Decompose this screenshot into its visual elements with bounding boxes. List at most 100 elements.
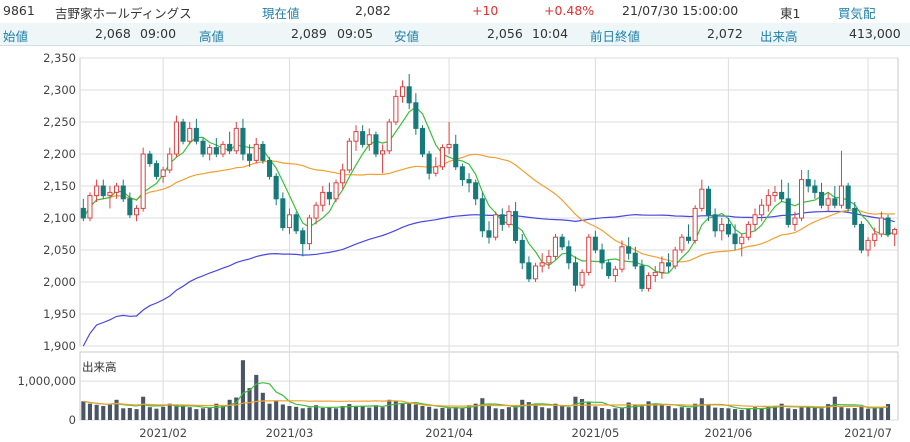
candle-down — [526, 262, 532, 280]
candle-up — [825, 198, 831, 206]
volume-bar — [267, 403, 272, 420]
price-change-percent: +0.48% — [544, 3, 595, 18]
candle-down — [453, 143, 459, 168]
volume-ma-short — [83, 382, 889, 410]
prev-close-label: 前日終値 — [590, 29, 641, 44]
volume-bar — [473, 403, 478, 420]
candle-down — [513, 211, 519, 241]
volume-bar — [506, 407, 511, 420]
candle-up — [107, 191, 113, 197]
low-label: 安値 — [394, 29, 420, 44]
volume-bar — [327, 407, 332, 420]
candle-up — [546, 255, 552, 264]
price-tick-label: 2,000 — [43, 275, 76, 289]
price-tick-label: 2,200 — [43, 147, 76, 161]
candle-down — [213, 147, 219, 155]
volume-bar — [314, 405, 319, 420]
volume-bar — [852, 408, 857, 420]
candle-down — [373, 134, 379, 155]
volume-bar — [653, 403, 658, 420]
price-tick-label: 2,350 — [43, 51, 76, 65]
candles — [80, 74, 898, 292]
volume-bar — [766, 406, 771, 420]
quote-datetime: 21/07/30 15:00:00 — [622, 3, 739, 18]
volume-bar — [81, 401, 86, 420]
candle-down — [712, 214, 718, 232]
ma-mid-line — [82, 153, 895, 263]
volume-bar — [693, 403, 698, 420]
volume-bar — [500, 409, 505, 420]
candle-down — [326, 191, 332, 200]
volume-bar — [493, 408, 498, 420]
candle-up — [187, 127, 193, 142]
open-time: 09:00 — [140, 26, 177, 41]
candle-up — [612, 268, 618, 277]
candle-down — [626, 246, 632, 254]
volume-tick-label: 1,000,000 — [17, 374, 76, 388]
volume-bar — [447, 408, 452, 420]
candle-down — [852, 207, 858, 225]
volume-bar — [573, 396, 578, 420]
volume-bar — [101, 406, 106, 420]
volume-bar — [214, 403, 219, 420]
volume-bar — [726, 408, 731, 420]
volume-ma-mid — [83, 400, 889, 408]
current-price-label: 現在値 — [262, 6, 300, 21]
candle-down — [566, 246, 572, 264]
candle-up — [386, 121, 392, 152]
volume-bar — [154, 408, 159, 420]
volume-bar — [87, 403, 92, 420]
candle-down — [725, 223, 732, 235]
candle-down — [486, 230, 492, 238]
volume-bar — [94, 404, 99, 420]
volume-bar — [593, 406, 598, 420]
volume-bar — [234, 397, 239, 420]
candle-up — [759, 204, 765, 216]
price-tick-label: 2,300 — [43, 83, 76, 97]
volume-bar — [300, 408, 305, 420]
candle-down — [406, 86, 412, 104]
volume-bar — [194, 409, 199, 420]
candle-up — [745, 223, 751, 238]
volume-bar — [427, 406, 432, 420]
volume-tick-label: 0 — [69, 413, 76, 427]
volume-bar — [799, 407, 804, 420]
volume-bar — [520, 399, 525, 420]
volume-bar — [540, 407, 545, 420]
volume-bar — [161, 406, 166, 420]
volume-bar — [187, 407, 192, 420]
candle-up — [619, 246, 625, 270]
candle-up — [167, 153, 173, 171]
candle-up — [552, 236, 559, 257]
quote-header-row: 9861 吉野家ホールディングス 現在値 2,082 +10 +0.48% 21… — [0, 0, 910, 22]
volume-bar — [613, 408, 618, 420]
date-tick-label: 2021/07 — [844, 426, 892, 440]
price-tick-label: 2,100 — [43, 211, 76, 225]
volume-bar — [420, 406, 425, 420]
volume-bar — [792, 409, 797, 420]
candle-down — [819, 191, 825, 206]
volume-bar — [580, 399, 585, 420]
candle-down — [153, 163, 159, 177]
volume-bar — [713, 407, 718, 420]
candle-down — [80, 207, 86, 219]
volume-bar — [733, 409, 738, 420]
candle-down — [845, 185, 851, 209]
candle-up — [346, 140, 352, 171]
date-tick-label: 2021/03 — [266, 426, 314, 440]
price-axis: 1,900 1,950 2,000 2,050 2,100 2,150 2,200 2,250… — [17, 51, 76, 427]
volume-bar — [626, 402, 631, 420]
volume-bar — [287, 406, 292, 420]
candle-up — [752, 214, 758, 225]
candle-up — [333, 182, 339, 200]
price-tick-label: 2,150 — [43, 179, 76, 193]
candle-down — [785, 198, 791, 225]
candle-up — [586, 236, 592, 273]
candle-up — [220, 143, 226, 155]
volume-bar — [879, 407, 884, 420]
volume-label: 出来高 — [760, 29, 798, 44]
candle-up — [672, 249, 678, 267]
order-book-link[interactable]: 買気配 — [838, 6, 876, 21]
candle-up — [393, 95, 399, 123]
candle-down — [260, 143, 266, 161]
